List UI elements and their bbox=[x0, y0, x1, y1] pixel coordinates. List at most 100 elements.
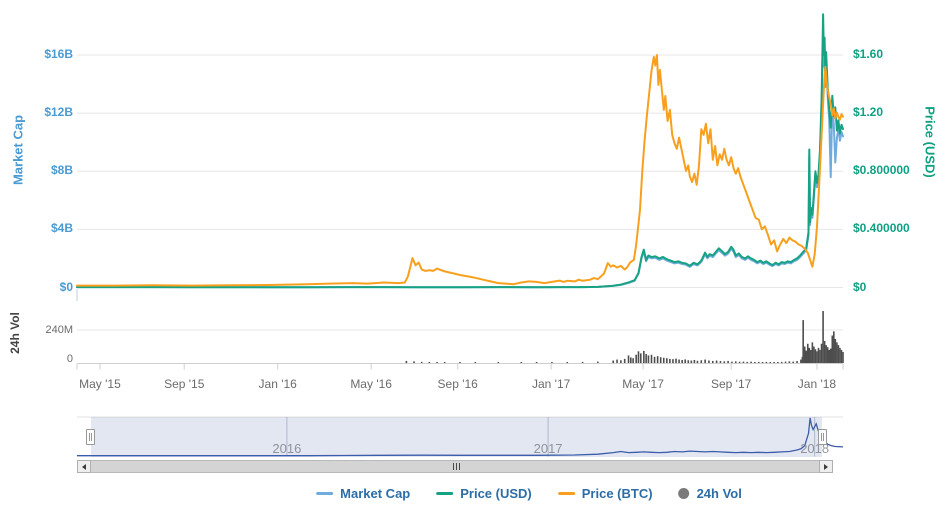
volume-bar bbox=[647, 355, 650, 363]
volume-bar bbox=[817, 347, 820, 363]
legend-item-market-cap[interactable]: Market Cap bbox=[316, 486, 410, 501]
volume-bar bbox=[474, 362, 477, 363]
volume-axis-tick-label: 240M bbox=[45, 324, 73, 336]
volume-bar bbox=[811, 342, 814, 363]
x-axis-label: Sep '16 bbox=[437, 377, 478, 391]
volume-bar bbox=[520, 362, 523, 363]
volume-bar bbox=[800, 359, 802, 363]
scrollbar-right-arrow[interactable] bbox=[819, 460, 833, 473]
volume-bar bbox=[681, 359, 683, 363]
volume-bar bbox=[666, 358, 668, 363]
volume-bar bbox=[805, 350, 808, 363]
volume-bar bbox=[696, 360, 699, 363]
volume-bar bbox=[784, 361, 787, 363]
volume-bar bbox=[443, 362, 446, 363]
navigator-selected-range[interactable] bbox=[90, 417, 823, 457]
left-axis-tick-label: $4B bbox=[50, 221, 73, 236]
left-axis-tick-label: $8B bbox=[50, 163, 73, 178]
navigator-year-label: 2017 bbox=[533, 441, 563, 456]
right-axis-title: Price (USD) bbox=[922, 106, 938, 178]
volume-bar bbox=[742, 361, 745, 363]
volume-bar bbox=[810, 349, 812, 363]
volume-bar bbox=[620, 360, 622, 363]
volume-bar bbox=[612, 360, 614, 363]
volume-bar bbox=[653, 356, 656, 363]
volume-bar bbox=[704, 359, 706, 363]
volume-bar bbox=[813, 346, 815, 363]
volume-bar bbox=[727, 360, 729, 363]
right-axis-tick-label: $1.20 bbox=[853, 105, 884, 120]
volume-bar bbox=[837, 345, 840, 363]
volume-bar bbox=[645, 354, 647, 363]
navigator-left-handle[interactable] bbox=[86, 429, 96, 445]
legend-line-marker bbox=[557, 492, 575, 495]
left-axis-tick-label: $16B bbox=[44, 47, 73, 61]
volume-bar bbox=[814, 349, 817, 363]
volume-bar bbox=[842, 352, 844, 363]
volume-bar bbox=[731, 361, 733, 363]
volume-bar bbox=[723, 361, 726, 363]
volume-axis-tick-label: 0 bbox=[66, 353, 73, 365]
volume-bar bbox=[792, 361, 795, 363]
chart-plot-area[interactable] bbox=[77, 8, 843, 288]
volume-bar bbox=[693, 359, 696, 363]
navigator-year-label: 2016 bbox=[272, 441, 302, 456]
volume-bar bbox=[708, 360, 710, 363]
volume-bar bbox=[836, 342, 838, 363]
volume-bar bbox=[796, 361, 798, 363]
volume-bar bbox=[802, 320, 804, 363]
navigator-right-handle[interactable] bbox=[817, 429, 827, 445]
x-axis-label: Sep '15 bbox=[164, 377, 205, 391]
volume-bar bbox=[616, 359, 618, 363]
volume-bar bbox=[627, 355, 630, 363]
legend-circle-marker bbox=[678, 488, 690, 499]
legend-item-price-usd-[interactable]: Price (USD) bbox=[436, 486, 532, 501]
volume-bar bbox=[780, 361, 783, 363]
volume-bar bbox=[597, 361, 599, 363]
volume-bar bbox=[684, 359, 687, 363]
volume-bar bbox=[669, 358, 671, 363]
volume-bar bbox=[788, 361, 791, 363]
legend-line-marker bbox=[436, 492, 454, 495]
volume-bar bbox=[711, 360, 714, 363]
volume-bar bbox=[700, 360, 703, 363]
volume-bar bbox=[829, 348, 832, 363]
volume-bar bbox=[808, 347, 811, 363]
volume-bar bbox=[777, 362, 779, 363]
legend-item-24h-vol[interactable]: 24h Vol bbox=[678, 486, 742, 501]
volume-bar bbox=[820, 343, 823, 363]
legend-item-label: 24h Vol bbox=[696, 486, 742, 501]
scrollbar-left-arrow[interactable] bbox=[77, 460, 91, 473]
volume-bar bbox=[656, 356, 659, 363]
volume-bar bbox=[581, 361, 584, 363]
volume-bar bbox=[819, 349, 821, 363]
volume-bar bbox=[754, 362, 756, 363]
volume-bar bbox=[816, 351, 818, 363]
right-axis-tick-label: $0.400000 bbox=[853, 221, 910, 236]
x-axis-label: May '16 bbox=[350, 377, 392, 391]
volume-bar bbox=[773, 362, 775, 363]
volume-bar bbox=[428, 362, 431, 363]
right-arrow-icon bbox=[824, 463, 828, 470]
volume-bar bbox=[765, 361, 768, 363]
volume-bar bbox=[535, 362, 538, 363]
volume-bar bbox=[806, 343, 809, 363]
volume-bar bbox=[436, 362, 438, 363]
volume-bar bbox=[551, 362, 553, 363]
volume-bar bbox=[635, 354, 637, 363]
x-axis-label: Jan '17 bbox=[531, 377, 571, 391]
scrollbar-grip[interactable] bbox=[450, 462, 462, 471]
volume-bar bbox=[750, 361, 752, 363]
legend-item-price-btc-[interactable]: Price (BTC) bbox=[557, 486, 653, 501]
volume-bar bbox=[632, 358, 634, 363]
legend-item-label: Market Cap bbox=[340, 486, 411, 501]
legend-line-marker bbox=[316, 492, 334, 495]
volume-bar bbox=[639, 353, 642, 363]
volume-bar bbox=[678, 359, 680, 363]
volume-bar bbox=[675, 358, 677, 363]
navigator-series-line bbox=[77, 417, 844, 457]
x-axis-label: Sep '17 bbox=[710, 377, 752, 391]
x-axis-label: May '15 bbox=[79, 377, 121, 391]
